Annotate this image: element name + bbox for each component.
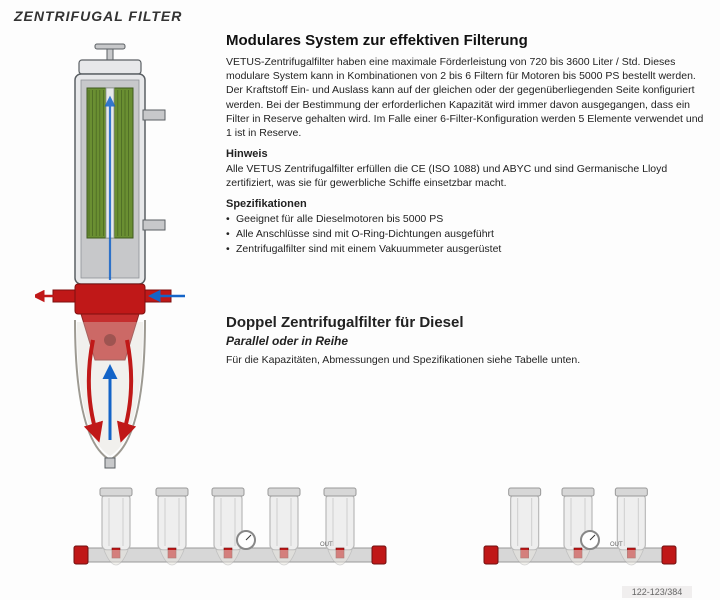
section2-title: Doppel Zentrifugalfilter für Diesel [226,314,706,331]
content: Modulares System zur effektiven Filterun… [0,28,720,470]
bottom-product-images: OUT OUT [70,476,700,586]
section1-body: VETUS-Zentrifugalfilter haben eine maxim… [226,55,706,140]
spec-item: Geeignet für alle Dieselmotoren bis 5000… [226,212,706,227]
left-column [10,32,210,470]
spec-item: Zentrifugalfilter sind mit einem Vakuumm… [226,242,706,257]
spec-list: Geeignet für alle Dieselmotoren bis 5000… [226,212,706,256]
svg-text:OUT: OUT [610,542,623,548]
filter-cutaway-diagram [35,40,185,470]
note-heading: Hinweis [226,148,706,160]
svg-text:OUT: OUT [320,542,333,548]
page-indicator: 122-123/384 [622,586,692,598]
spec-heading: Spezifikationen [226,198,706,210]
spec-item: Alle Anschlüsse sind mit O-Ring-Dichtung… [226,227,706,242]
note-body: Alle VETUS Zentrifugalfilter erfüllen di… [226,162,706,190]
page-header: ZENTRIFUGAL FILTER [0,0,720,28]
section1-title: Modulares System zur effektiven Filterun… [226,32,706,49]
header-title: ZENTRIFUGAL FILTER [14,8,182,24]
section2-body: Für die Kapazitäten, Abmessungen und Spe… [226,354,706,366]
multi-filter-left: OUT [70,476,390,586]
right-column: Modulares System zur effektiven Filterun… [210,32,710,470]
section2-subtitle: Parallel oder in Reihe [226,334,706,348]
section2: Doppel Zentrifugalfilter für Diesel Para… [226,314,706,366]
multi-filter-right: OUT [480,476,680,586]
